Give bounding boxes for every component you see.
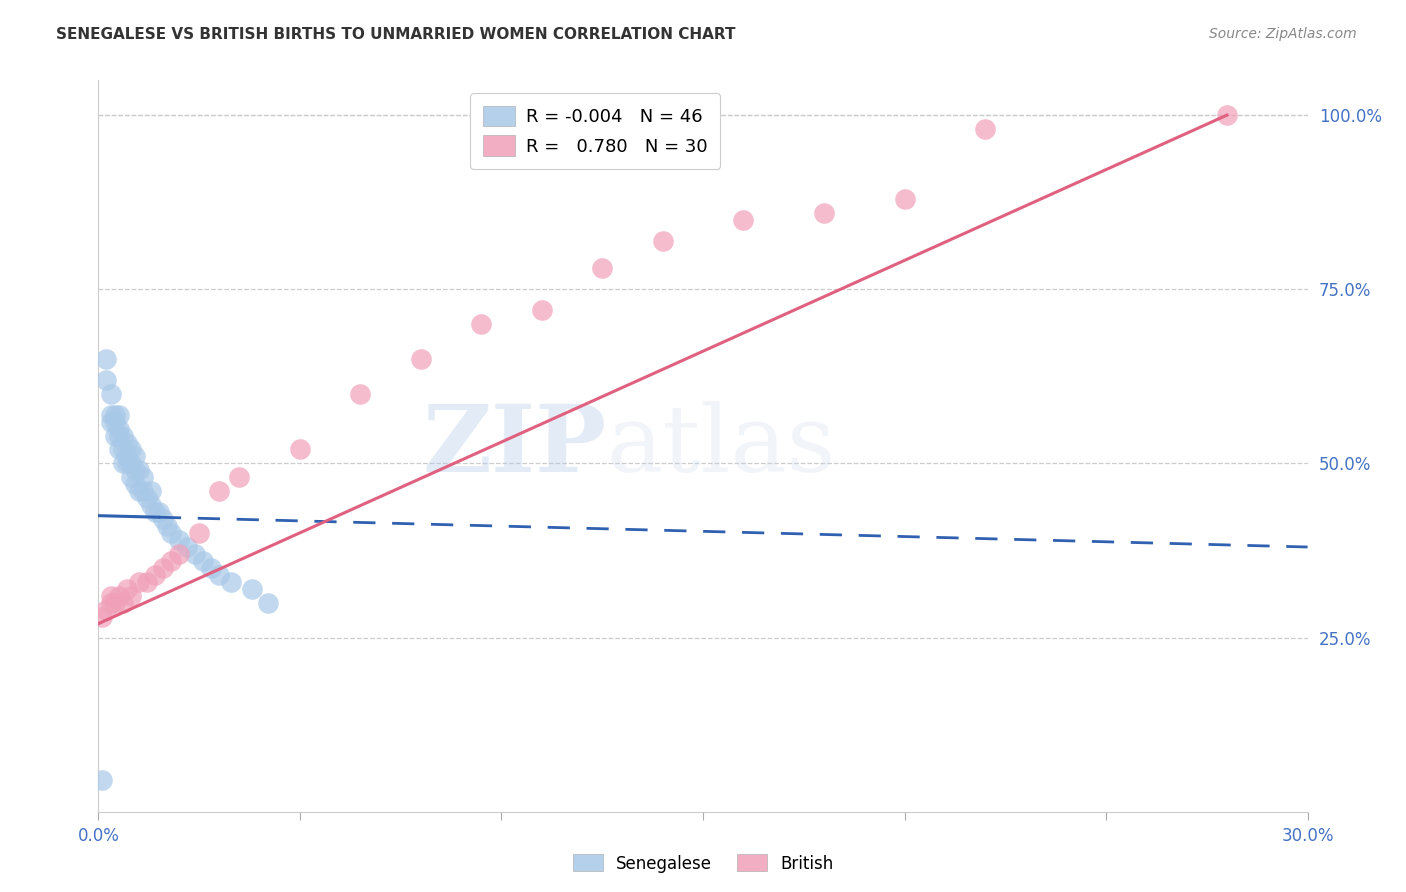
Point — [733, 212, 755, 227]
Point — [200, 561, 222, 575]
Point — [103, 408, 125, 422]
Point — [256, 596, 278, 610]
Text: ZIP: ZIP — [422, 401, 606, 491]
Point — [111, 596, 134, 610]
Point — [103, 428, 125, 442]
Point — [160, 526, 183, 541]
Point — [103, 415, 125, 429]
Point — [96, 603, 118, 617]
Point — [135, 491, 157, 506]
Point — [591, 261, 613, 276]
Point — [100, 596, 122, 610]
Point — [208, 484, 231, 499]
Point — [160, 554, 183, 568]
Point — [1216, 108, 1239, 122]
Point — [349, 386, 371, 401]
Point — [120, 457, 142, 471]
Point — [96, 351, 118, 366]
Point — [100, 386, 122, 401]
Point — [470, 317, 492, 331]
Point — [96, 373, 118, 387]
Point — [409, 351, 432, 366]
Point — [288, 442, 311, 457]
Text: atlas: atlas — [606, 401, 835, 491]
Point — [128, 463, 150, 477]
Point — [124, 450, 146, 464]
Point — [167, 547, 190, 561]
Point — [132, 470, 155, 484]
Point — [139, 484, 162, 499]
Point — [221, 574, 243, 589]
Point — [124, 463, 146, 477]
Point — [184, 547, 207, 561]
Point — [813, 205, 835, 219]
Point — [120, 470, 142, 484]
Point — [91, 609, 114, 624]
Point — [188, 526, 211, 541]
Legend: Senegalese, British: Senegalese, British — [565, 847, 841, 880]
Point — [240, 582, 263, 596]
Point — [148, 505, 170, 519]
Point — [893, 192, 915, 206]
Point — [128, 484, 150, 499]
Point — [167, 533, 190, 547]
Point — [152, 561, 174, 575]
Point — [107, 428, 129, 442]
Point — [143, 505, 166, 519]
Point — [120, 589, 142, 603]
Point — [139, 498, 162, 512]
Point — [100, 415, 122, 429]
Point — [156, 519, 179, 533]
Point — [103, 596, 125, 610]
Point — [228, 470, 250, 484]
Point — [100, 589, 122, 603]
Point — [176, 540, 198, 554]
Point — [111, 457, 134, 471]
Point — [107, 442, 129, 457]
Text: SENEGALESE VS BRITISH BIRTHS TO UNMARRIED WOMEN CORRELATION CHART: SENEGALESE VS BRITISH BIRTHS TO UNMARRIE… — [56, 27, 735, 42]
Point — [530, 303, 553, 318]
Point — [124, 477, 146, 491]
Point — [107, 421, 129, 435]
Point — [120, 442, 142, 457]
Point — [974, 122, 997, 136]
Point — [135, 574, 157, 589]
Point — [115, 457, 138, 471]
Point — [107, 589, 129, 603]
Point — [115, 450, 138, 464]
Point — [111, 428, 134, 442]
Point — [143, 567, 166, 582]
Point — [193, 554, 215, 568]
Point — [132, 484, 155, 499]
Point — [107, 408, 129, 422]
Point — [100, 408, 122, 422]
Point — [115, 582, 138, 596]
Point — [91, 773, 114, 788]
Point — [111, 442, 134, 457]
Point — [115, 435, 138, 450]
Point — [152, 512, 174, 526]
Point — [128, 574, 150, 589]
Legend: R = -0.004   N = 46, R =   0.780   N = 30: R = -0.004 N = 46, R = 0.780 N = 30 — [470, 93, 720, 169]
Point — [208, 567, 231, 582]
Text: Source: ZipAtlas.com: Source: ZipAtlas.com — [1209, 27, 1357, 41]
Point — [651, 234, 673, 248]
